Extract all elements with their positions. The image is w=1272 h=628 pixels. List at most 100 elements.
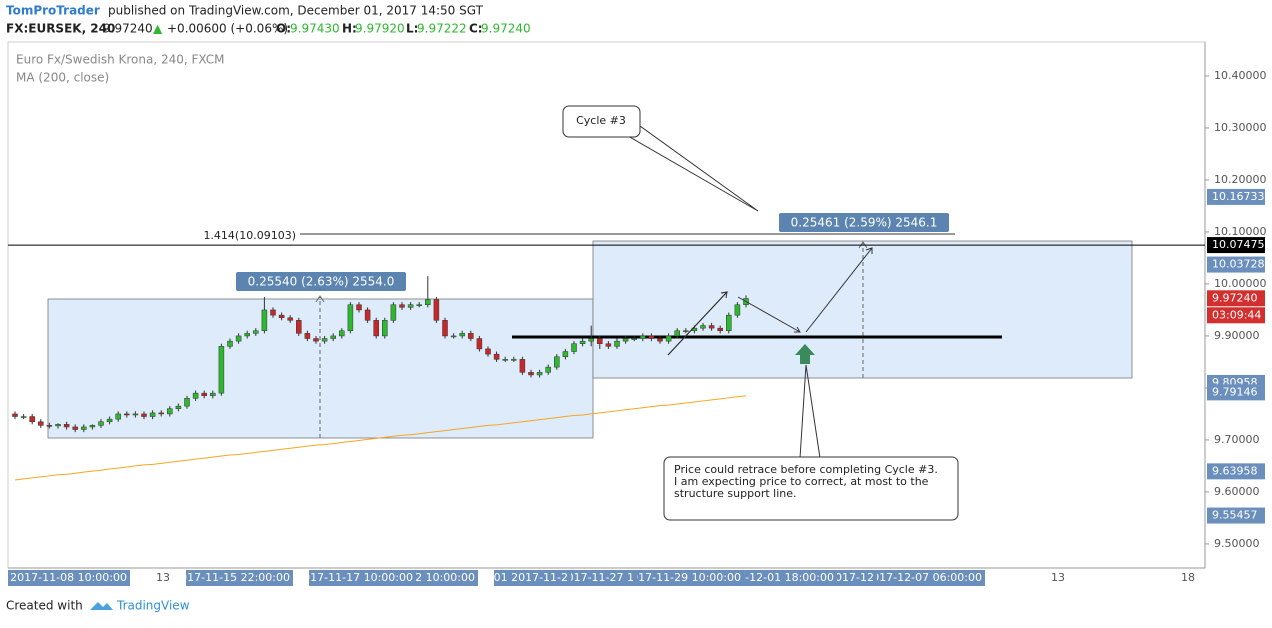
x-tick-label: 2017-11-17 10:00:00: [296, 571, 413, 584]
path-arrow: [805, 247, 873, 333]
callout-pointer: [627, 125, 759, 212]
candle-body: [554, 356, 560, 368]
candle-body: [141, 413, 147, 417]
price-tag-label: 9.97240: [1212, 291, 1258, 304]
candle-body: [313, 338, 319, 342]
price-tag-label: 10.03728: [1212, 258, 1265, 271]
price-tag-label: 10.16733: [1212, 190, 1265, 203]
x-badge: [877, 570, 985, 586]
y-tick-label: 9.60000: [1214, 485, 1260, 498]
candle-body: [640, 335, 646, 339]
x-badge: [571, 570, 637, 586]
candle-body: [683, 330, 689, 332]
candle-body: [270, 309, 276, 316]
price-tag-label: 10.07475: [1212, 238, 1265, 251]
y-tick-label: 10.20000: [1214, 173, 1267, 186]
legend-title: Euro Fx/Swedish Krona, 240, FXCM: [16, 53, 224, 67]
candle-body: [407, 304, 414, 308]
candle-body: [115, 413, 121, 420]
brand-logo: [90, 602, 113, 610]
candle-body: [218, 346, 225, 394]
x-badge: [414, 570, 478, 586]
x-tick-label: 2017-12-01 18:00:00: [717, 571, 834, 584]
candle-body: [657, 338, 663, 342]
candle-body: [622, 338, 629, 342]
x-tick-label: 2017-12-07 06:00:00: [865, 571, 982, 584]
candle-body: [296, 320, 302, 334]
candle-body: [278, 314, 285, 318]
x-badge: [744, 570, 837, 586]
price-tag: [1207, 290, 1265, 307]
candle-body: [72, 426, 78, 430]
candle-body: [502, 359, 508, 361]
c: 9.97240: [481, 22, 531, 36]
author[interactable]: TomProTrader: [6, 4, 100, 18]
candle-body: [597, 338, 603, 344]
range-box: [592, 240, 1133, 379]
footer-created: Created with: [6, 599, 83, 613]
ma-line: [14, 395, 747, 481]
candle-body: [726, 314, 732, 331]
candle-body: [614, 340, 620, 347]
candle-body: [700, 325, 706, 329]
y-tick-label: 10.10000: [1214, 225, 1267, 238]
x-badge: [309, 570, 416, 586]
candle-body: [511, 359, 517, 361]
x-badge: [837, 570, 877, 586]
y-tick-label: 9.70000: [1214, 433, 1260, 446]
price-tag: [1207, 507, 1265, 524]
candle-body: [545, 366, 551, 373]
candle-body: [476, 338, 483, 350]
h-label: H:: [342, 22, 357, 36]
c-label: C:: [469, 22, 483, 36]
candle-body: [579, 340, 586, 344]
path-arrow: [667, 291, 728, 356]
candle-body: [81, 426, 87, 430]
candle-body: [29, 416, 35, 422]
candle-body: [734, 304, 741, 316]
price-tag: [1207, 237, 1265, 254]
price-tag-label: 9.79146: [1212, 385, 1258, 398]
candle-body: [201, 392, 207, 396]
callout-text: I am expecting price to correct, at most…: [674, 475, 929, 488]
candle-body: [450, 335, 457, 338]
candle-body: [674, 330, 680, 337]
candle-body: [339, 330, 345, 337]
candle-body: [485, 348, 491, 355]
candle-body: [132, 413, 139, 416]
callout-text: Cycle #3: [576, 114, 626, 127]
candle-body: [425, 299, 431, 305]
path-arrow: [737, 296, 801, 333]
x-tick-label: 2017-11-29 10:00:00: [624, 571, 741, 584]
candle-body: [89, 425, 96, 428]
candle-body: [46, 425, 53, 427]
candle-body: [20, 416, 27, 418]
candle-body: [321, 338, 328, 342]
candle-body: [124, 413, 130, 416]
y-tick-label: 9.50000: [1214, 537, 1260, 550]
published: published on TradingView.com, December 0…: [108, 4, 484, 18]
candle-body: [106, 418, 113, 422]
candle-body: [167, 408, 173, 415]
x-tick-label: 13: [1051, 571, 1065, 584]
up-arrow: [795, 344, 815, 364]
price-tag: [1207, 384, 1265, 401]
candle-body: [304, 333, 311, 339]
x-tick-label: 201 2017-11-08 10:00:00: [0, 571, 127, 584]
candle-body: [175, 405, 182, 409]
candle-body: [261, 309, 268, 331]
price-tag-label: 9.55457: [1212, 509, 1258, 522]
callout-text: Price could retrace before completing Cy…: [674, 463, 938, 476]
candle-body: [416, 304, 422, 306]
candle-body: [227, 340, 233, 347]
candle-body: [55, 424, 61, 427]
footer-brand[interactable]: TradingView: [116, 599, 190, 613]
fib-label: 1.414(10.09103): [203, 229, 296, 242]
x-tick-label: 18: [1181, 571, 1195, 584]
legend-ma: MA (200, close): [16, 71, 109, 85]
candle-body: [287, 317, 293, 321]
candle-body: [588, 338, 594, 342]
l-label: L:: [406, 22, 418, 36]
l: 9.97222: [417, 22, 467, 36]
